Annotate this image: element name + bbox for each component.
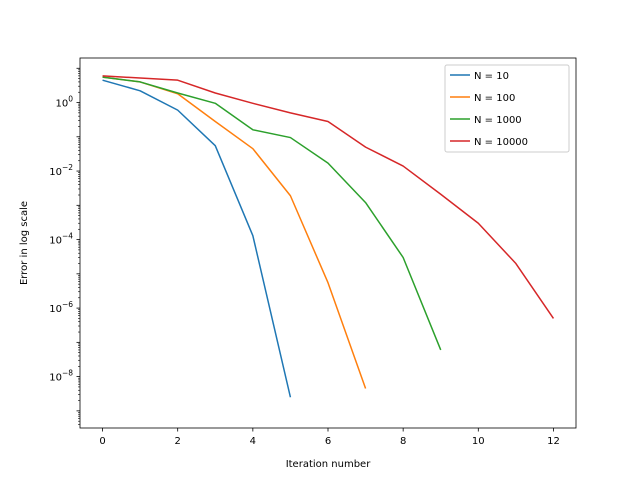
x-tick-label: 4 — [250, 436, 256, 447]
y-tick-label: 10−2 — [49, 163, 73, 178]
legend-label: N = 100 — [474, 93, 515, 104]
legend: N = 10 N = 100 N = 1000 N = 10000 — [444, 64, 570, 153]
x-axis-ticks: 0 2 4 6 8 10 12 — [99, 428, 560, 447]
y-axis-label: Error in log scale — [19, 201, 30, 285]
x-tick-label: 12 — [547, 436, 560, 447]
y-tick-label: 10−8 — [49, 369, 73, 384]
legend-label: N = 10 — [474, 71, 509, 82]
x-tick-label: 6 — [325, 436, 331, 447]
series-line-3 — [102, 75, 555, 319]
y-tick-label: 10−4 — [49, 232, 73, 247]
legend-label: N = 10000 — [474, 137, 528, 148]
x-tick-label: 10 — [472, 436, 485, 447]
y-tick-label: 10−6 — [49, 300, 73, 315]
x-tick-label: 2 — [175, 436, 181, 447]
x-tick-label: 0 — [99, 436, 105, 447]
series-layer — [102, 75, 555, 398]
y-axis-ticks: 10−8 10−6 10−4 10−2 100 — [49, 67, 80, 425]
series-line-2 — [102, 76, 442, 351]
legend-label: N = 1000 — [474, 115, 522, 126]
x-tick-label: 8 — [400, 436, 406, 447]
y-tick-label: 100 — [55, 95, 73, 110]
legend-box — [444, 64, 570, 153]
series-line-0 — [102, 79, 292, 398]
x-axis-label: Iteration number — [286, 459, 372, 470]
